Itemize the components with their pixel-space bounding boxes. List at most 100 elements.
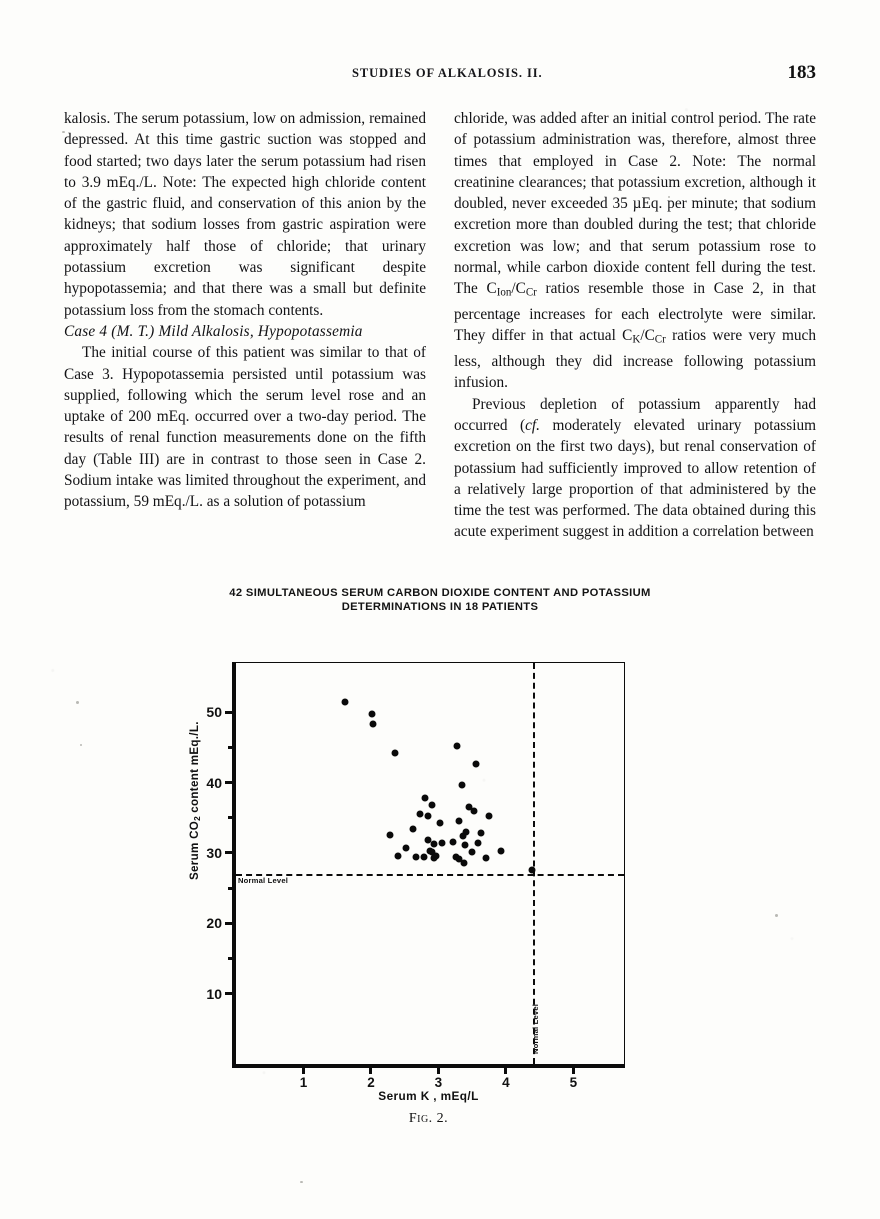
scatter-data-point <box>465 803 473 811</box>
scatter-data-point <box>460 859 468 867</box>
scatter-data-point <box>428 848 436 856</box>
scatter-data-point <box>438 839 446 847</box>
y-axis-minor-tick <box>228 956 236 960</box>
right-column: chloride, was added after an initial con… <box>454 108 816 543</box>
y-axis-title: Serum CO2 content mEq./L. <box>188 721 202 880</box>
y-axis-minor-tick <box>228 816 236 820</box>
figure-2: 42 SIMULTANEOUS SERUM CARBON DIOXIDE CON… <box>0 586 880 1146</box>
right-paragraph-1: chloride, was added after an initial con… <box>454 108 816 394</box>
scatter-data-point <box>386 831 394 839</box>
running-title: STUDIES OF ALKALOSIS. II. <box>352 66 543 80</box>
figure-caption: Fig. 2. <box>408 1111 449 1126</box>
scatter-data-point <box>416 810 424 818</box>
scatter-data-point <box>432 852 440 860</box>
scatter-data-point <box>468 848 476 856</box>
left-paragraph-1: kalosis. The serum potassium, low on adm… <box>64 110 426 319</box>
y-axis-subscript-2: 2 <box>191 816 202 821</box>
figure-title-line-1: 42 SIMULTANEOUS SERUM CARBON DIOXIDE CON… <box>229 587 651 599</box>
figure-title-line-2: DETERMINATIONS IN 18 PATIENTS <box>341 601 539 613</box>
ratio-separator-1: /C <box>511 280 526 298</box>
scatter-data-point <box>424 812 432 820</box>
ratio-subscript-k: K <box>632 333 641 346</box>
right-paragraph-1-text-b: ratios resemble those in Case 2, in that… <box>454 280 816 345</box>
x-axis-tick-label: 3 <box>434 1075 443 1090</box>
y-axis-tick <box>225 992 236 996</box>
ratio-separator-2: /C <box>640 327 655 345</box>
scatter-data-point <box>420 853 428 861</box>
normal-level-horizontal-label: Normal Level <box>238 876 289 886</box>
y-axis-tick-label: 10 <box>206 985 222 1002</box>
y-axis-tick <box>225 781 236 785</box>
right-paragraph-1-text-a: chloride, was added after an initial con… <box>454 110 816 298</box>
right-paragraph-2-text-a: Previous depletion of potassium apparent… <box>454 395 816 434</box>
scatter-data-point <box>459 832 467 840</box>
x-axis-tick <box>436 1064 440 1074</box>
x-axis-tick-label: 5 <box>569 1075 578 1090</box>
x-axis-tick <box>369 1064 373 1074</box>
ratio-subscript-cr-2: Cr <box>654 333 666 346</box>
x-axis-title: Serum K , mEq/L <box>378 1089 479 1103</box>
y-axis-tick <box>225 710 236 714</box>
scatter-data-point <box>391 749 399 757</box>
scan-speck <box>300 1181 303 1183</box>
scatter-data-point <box>421 794 429 802</box>
scatter-data-point <box>412 853 420 861</box>
right-paragraph-2: Previous depletion of potassium apparent… <box>454 394 816 543</box>
scatter-data-point <box>428 801 436 809</box>
figure-title: 42 SIMULTANEOUS SERUM CARBON DIOXIDE CON… <box>0 586 880 614</box>
scatter-data-point <box>462 828 470 836</box>
right-paragraph-1-text-c: ratios were very much less, although the… <box>454 327 816 392</box>
normal-level-vertical-label: Normal Level <box>530 1003 540 1054</box>
running-head: STUDIES OF ALKALOSIS. II. 183 <box>64 62 816 86</box>
x-axis-tick-label: 1 <box>299 1075 308 1090</box>
cf-abbreviation: cf. <box>525 417 540 434</box>
scatter-data-point <box>497 847 505 855</box>
case-4-heading: Case 4 (M. T.) Mild Alkalosis, Hypopotas… <box>64 322 363 340</box>
x-axis-tick <box>571 1064 575 1074</box>
scatter-data-point <box>472 760 480 768</box>
scatter-data-point <box>528 866 536 874</box>
scatter-data-point <box>474 839 482 847</box>
scatter-data-point <box>470 807 478 815</box>
y-axis-tick-label: 30 <box>206 844 222 861</box>
scatter-data-point <box>341 698 349 706</box>
x-axis-tick-label: 2 <box>367 1075 375 1090</box>
left-paragraph-2: The initial course of this patient was s… <box>64 344 426 511</box>
y-axis-tick <box>225 851 236 855</box>
scatter-data-point <box>369 720 377 727</box>
y-axis-tick-label: 20 <box>206 915 222 932</box>
scatter-data-point <box>477 829 485 837</box>
scatter-data-point <box>368 710 376 718</box>
right-paragraph-2-text-b: moderately elevated urinary potassium ex… <box>454 417 816 541</box>
ratio-subscript-ion: Ion <box>496 286 512 299</box>
scatter-data-point <box>455 817 463 825</box>
y-axis-tick-label: 40 <box>206 774 222 791</box>
y-axis-minor-tick <box>228 886 236 890</box>
scatter-data-point <box>453 742 461 750</box>
scatter-data-point <box>449 838 457 846</box>
scatter-data-point <box>461 841 469 848</box>
scatter-data-point <box>458 781 466 789</box>
scatter-data-point <box>455 855 463 863</box>
x-axis-tick-label: 4 <box>502 1075 510 1090</box>
y-axis-minor-tick <box>228 745 236 749</box>
scatter-data-point <box>402 844 410 852</box>
scatter-plot-area: 10 20 30 40 50 1 2 3 4 5 Normal Level Normal Level <box>206 662 625 1090</box>
scatter-data-point <box>424 836 432 844</box>
scatter-data-point <box>430 840 438 848</box>
x-axis-tick <box>504 1064 508 1074</box>
scatter-data-point <box>482 854 490 862</box>
y-axis-tick <box>225 921 236 925</box>
page-number: 183 <box>787 62 817 83</box>
ratio-subscript-cr-1: Cr <box>525 286 537 299</box>
x-axis-tick <box>301 1064 305 1074</box>
normal-level-vertical-line <box>532 663 535 1064</box>
left-column: kalosis. The serum potassium, low on adm… <box>64 108 426 513</box>
scatter-data-point <box>485 812 493 820</box>
scatter-data-point <box>394 852 402 860</box>
scatter-data-point <box>409 825 417 833</box>
normal-level-horizontal-line <box>236 874 624 877</box>
scatter-data-point <box>436 819 444 827</box>
y-axis-tick-label: 50 <box>206 704 222 721</box>
